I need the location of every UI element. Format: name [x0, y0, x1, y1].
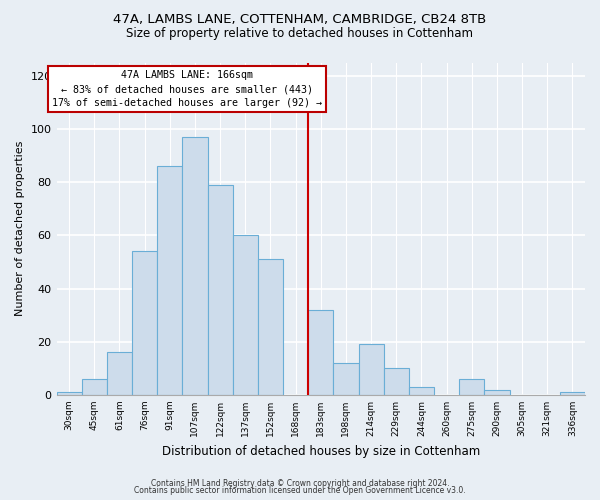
Text: 47A, LAMBS LANE, COTTENHAM, CAMBRIDGE, CB24 8TB: 47A, LAMBS LANE, COTTENHAM, CAMBRIDGE, C…	[113, 12, 487, 26]
Bar	[409, 387, 434, 395]
Bar	[560, 392, 585, 395]
X-axis label: Distribution of detached houses by size in Cottenham: Distribution of detached houses by size …	[161, 444, 480, 458]
Bar	[82, 379, 107, 395]
Text: Contains public sector information licensed under the Open Government Licence v3: Contains public sector information licen…	[134, 486, 466, 495]
Bar	[359, 344, 383, 395]
Bar	[132, 252, 157, 395]
Bar	[459, 379, 484, 395]
Text: 47A LAMBS LANE: 166sqm
← 83% of detached houses are smaller (443)
17% of semi-de: 47A LAMBS LANE: 166sqm ← 83% of detached…	[52, 70, 322, 108]
Y-axis label: Number of detached properties: Number of detached properties	[15, 141, 25, 316]
Bar	[208, 185, 233, 395]
Bar	[107, 352, 132, 395]
Bar	[56, 392, 82, 395]
Bar	[157, 166, 182, 395]
Text: Contains HM Land Registry data © Crown copyright and database right 2024.: Contains HM Land Registry data © Crown c…	[151, 478, 449, 488]
Bar	[334, 363, 359, 395]
Bar	[258, 260, 283, 395]
Bar	[484, 390, 509, 395]
Bar	[233, 236, 258, 395]
Bar	[308, 310, 334, 395]
Text: Size of property relative to detached houses in Cottenham: Size of property relative to detached ho…	[127, 28, 473, 40]
Bar	[182, 137, 208, 395]
Bar	[383, 368, 409, 395]
